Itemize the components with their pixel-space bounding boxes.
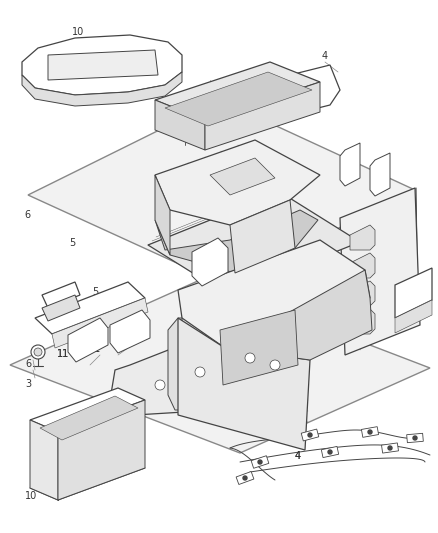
Text: 12: 12 — [88, 341, 100, 350]
Text: 12: 12 — [88, 341, 100, 350]
Text: 3: 3 — [25, 379, 32, 389]
Circle shape — [270, 360, 280, 370]
Circle shape — [34, 348, 42, 356]
Text: 4: 4 — [322, 51, 328, 61]
Polygon shape — [110, 310, 150, 353]
Circle shape — [243, 476, 247, 480]
Circle shape — [31, 345, 45, 359]
Polygon shape — [165, 72, 312, 126]
Circle shape — [245, 353, 255, 363]
Polygon shape — [155, 175, 170, 255]
Circle shape — [308, 433, 312, 437]
Polygon shape — [155, 62, 320, 120]
Polygon shape — [205, 82, 320, 150]
Polygon shape — [10, 280, 430, 453]
Bar — [381, 443, 399, 453]
Polygon shape — [22, 35, 182, 95]
Text: 6: 6 — [24, 210, 30, 220]
Polygon shape — [340, 188, 420, 355]
Polygon shape — [220, 310, 298, 385]
Bar — [361, 427, 378, 438]
Text: 11: 11 — [57, 350, 70, 359]
Polygon shape — [52, 298, 148, 348]
Polygon shape — [30, 420, 58, 500]
Bar — [251, 456, 269, 469]
Polygon shape — [168, 318, 185, 410]
Text: 10: 10 — [25, 491, 37, 500]
Polygon shape — [28, 100, 415, 285]
Polygon shape — [350, 309, 375, 334]
Polygon shape — [210, 158, 275, 195]
Text: 11: 11 — [57, 350, 70, 359]
Polygon shape — [30, 388, 145, 432]
Text: 9: 9 — [417, 277, 423, 287]
Polygon shape — [68, 318, 108, 362]
Polygon shape — [148, 192, 360, 295]
Polygon shape — [42, 295, 80, 321]
Polygon shape — [230, 200, 295, 273]
Circle shape — [368, 430, 372, 434]
Circle shape — [328, 450, 332, 454]
Text: 11: 11 — [89, 344, 101, 354]
Polygon shape — [35, 282, 145, 334]
Circle shape — [258, 460, 262, 464]
Text: 6: 6 — [25, 359, 31, 369]
Text: 1: 1 — [304, 326, 310, 335]
Text: 9: 9 — [387, 291, 393, 301]
Circle shape — [195, 367, 205, 377]
Bar — [236, 472, 254, 484]
Polygon shape — [350, 253, 375, 278]
Text: 4: 4 — [295, 451, 301, 461]
Polygon shape — [395, 268, 432, 318]
Polygon shape — [155, 210, 318, 273]
Polygon shape — [22, 72, 182, 106]
Text: 12: 12 — [124, 332, 136, 342]
Polygon shape — [350, 281, 375, 306]
Polygon shape — [192, 238, 228, 286]
Text: 4: 4 — [295, 451, 301, 461]
Polygon shape — [340, 143, 360, 186]
Polygon shape — [370, 153, 390, 196]
Polygon shape — [225, 270, 372, 360]
Polygon shape — [58, 400, 145, 500]
Polygon shape — [155, 100, 205, 150]
Polygon shape — [110, 318, 295, 415]
Bar — [406, 433, 423, 443]
Polygon shape — [178, 240, 370, 348]
Circle shape — [388, 446, 392, 450]
Polygon shape — [280, 65, 340, 115]
Text: 10: 10 — [72, 27, 84, 37]
Polygon shape — [48, 50, 158, 80]
Circle shape — [413, 436, 417, 440]
Text: 5: 5 — [92, 287, 98, 297]
Text: 1: 1 — [319, 267, 325, 277]
Polygon shape — [395, 300, 432, 333]
Polygon shape — [155, 140, 320, 225]
Bar — [301, 429, 319, 441]
Polygon shape — [178, 318, 310, 450]
Circle shape — [155, 380, 165, 390]
Polygon shape — [42, 282, 80, 308]
Text: 5: 5 — [69, 238, 75, 247]
Bar — [321, 447, 339, 457]
Text: 3: 3 — [45, 297, 51, 307]
Polygon shape — [40, 396, 138, 440]
Polygon shape — [350, 225, 375, 250]
